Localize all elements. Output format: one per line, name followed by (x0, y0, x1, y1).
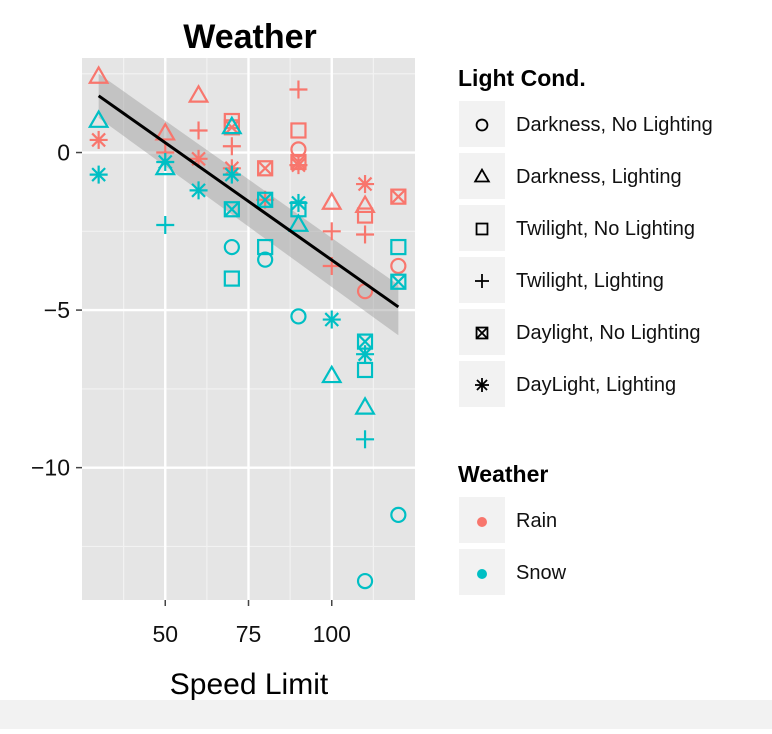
data-point (390, 273, 407, 290)
y-axis-ticks: 0 −5 −10 (31, 140, 82, 481)
data-point (89, 130, 108, 149)
legend-title-light: Light Cond. (458, 65, 586, 91)
legend-label: Rain (516, 510, 557, 532)
data-point (356, 430, 375, 449)
data-point (87, 65, 110, 84)
data-point (390, 257, 407, 275)
x-tick-label: 75 (236, 621, 262, 647)
legend-key-asterisk-icon (475, 378, 489, 392)
data-point (289, 156, 308, 175)
legend-key-circle-icon (475, 118, 489, 132)
legend-title-weather: Weather (458, 461, 548, 487)
legend-label: Daylight, No Lighting (516, 322, 701, 344)
data-points (87, 65, 407, 590)
legend-label: DayLight, Lighting (516, 374, 676, 396)
data-point (89, 165, 108, 184)
legend-label: Darkness, No Lighting (516, 114, 713, 136)
x-axis-ticks: 50 75 100 (152, 600, 351, 647)
data-point (257, 191, 274, 208)
y-tick-label: −10 (31, 455, 70, 481)
data-point (354, 194, 376, 214)
data-point (223, 119, 240, 136)
data-point (356, 207, 374, 224)
data-point (356, 572, 374, 590)
data-point (189, 121, 208, 140)
legend-label: Twilight, Lighting (516, 270, 664, 292)
data-point (322, 310, 341, 329)
data-point (356, 361, 374, 379)
legend-key-boxed-x-icon (475, 326, 489, 340)
data-point (257, 160, 274, 177)
data-point (257, 251, 274, 268)
data-point (354, 396, 376, 415)
legend-key-triangle-icon (473, 167, 491, 183)
data-point (289, 80, 308, 99)
legend: Light Cond. Darkness, No Lighting Darkness… (457, 65, 713, 597)
y-tick-label: 0 (57, 140, 70, 166)
data-point (223, 270, 240, 287)
data-point (189, 181, 208, 200)
data-point (223, 238, 240, 256)
data-point (321, 191, 343, 210)
y-tick-label: −5 (44, 297, 70, 323)
legend-key-plus-icon (475, 274, 489, 288)
chart-title: Weather (183, 18, 317, 56)
legend-key-box (457, 99, 507, 149)
data-point (87, 109, 110, 128)
legend-label: Twilight, No Lighting (516, 218, 695, 240)
legend-label: Snow (516, 562, 567, 584)
data-point (290, 308, 307, 325)
x-axis-title: Speed Limit (170, 668, 329, 701)
data-point (154, 121, 176, 141)
data-point (187, 84, 210, 103)
x-tick-label: 100 (313, 621, 351, 647)
legend-key-box (457, 151, 507, 201)
fit-line-group (97, 94, 400, 309)
legend-label: Darkness, Lighting (516, 166, 682, 188)
data-point (322, 222, 341, 241)
data-point (321, 364, 343, 384)
data-point (390, 188, 407, 205)
legend-key-box (457, 203, 507, 253)
legend-key-box (457, 255, 507, 305)
legend-key-dot-icon (477, 517, 487, 527)
data-point (390, 506, 407, 524)
data-point (222, 165, 241, 184)
x-tick-label: 50 (152, 621, 178, 647)
data-point (356, 345, 375, 364)
legend-key-box (457, 307, 507, 357)
data-point (287, 213, 310, 232)
legend-key-dot-icon (477, 569, 487, 579)
legend-key-square-icon (475, 222, 489, 236)
data-point (390, 238, 407, 256)
bottom-strip (0, 700, 772, 729)
data-point (222, 137, 241, 156)
data-point (356, 225, 375, 244)
data-point (356, 175, 375, 194)
data-point (221, 115, 243, 135)
data-point (156, 216, 175, 235)
data-point (257, 238, 274, 256)
data-point (154, 156, 176, 176)
data-point (223, 201, 240, 218)
regression-line (97, 94, 400, 309)
data-point (290, 122, 307, 139)
